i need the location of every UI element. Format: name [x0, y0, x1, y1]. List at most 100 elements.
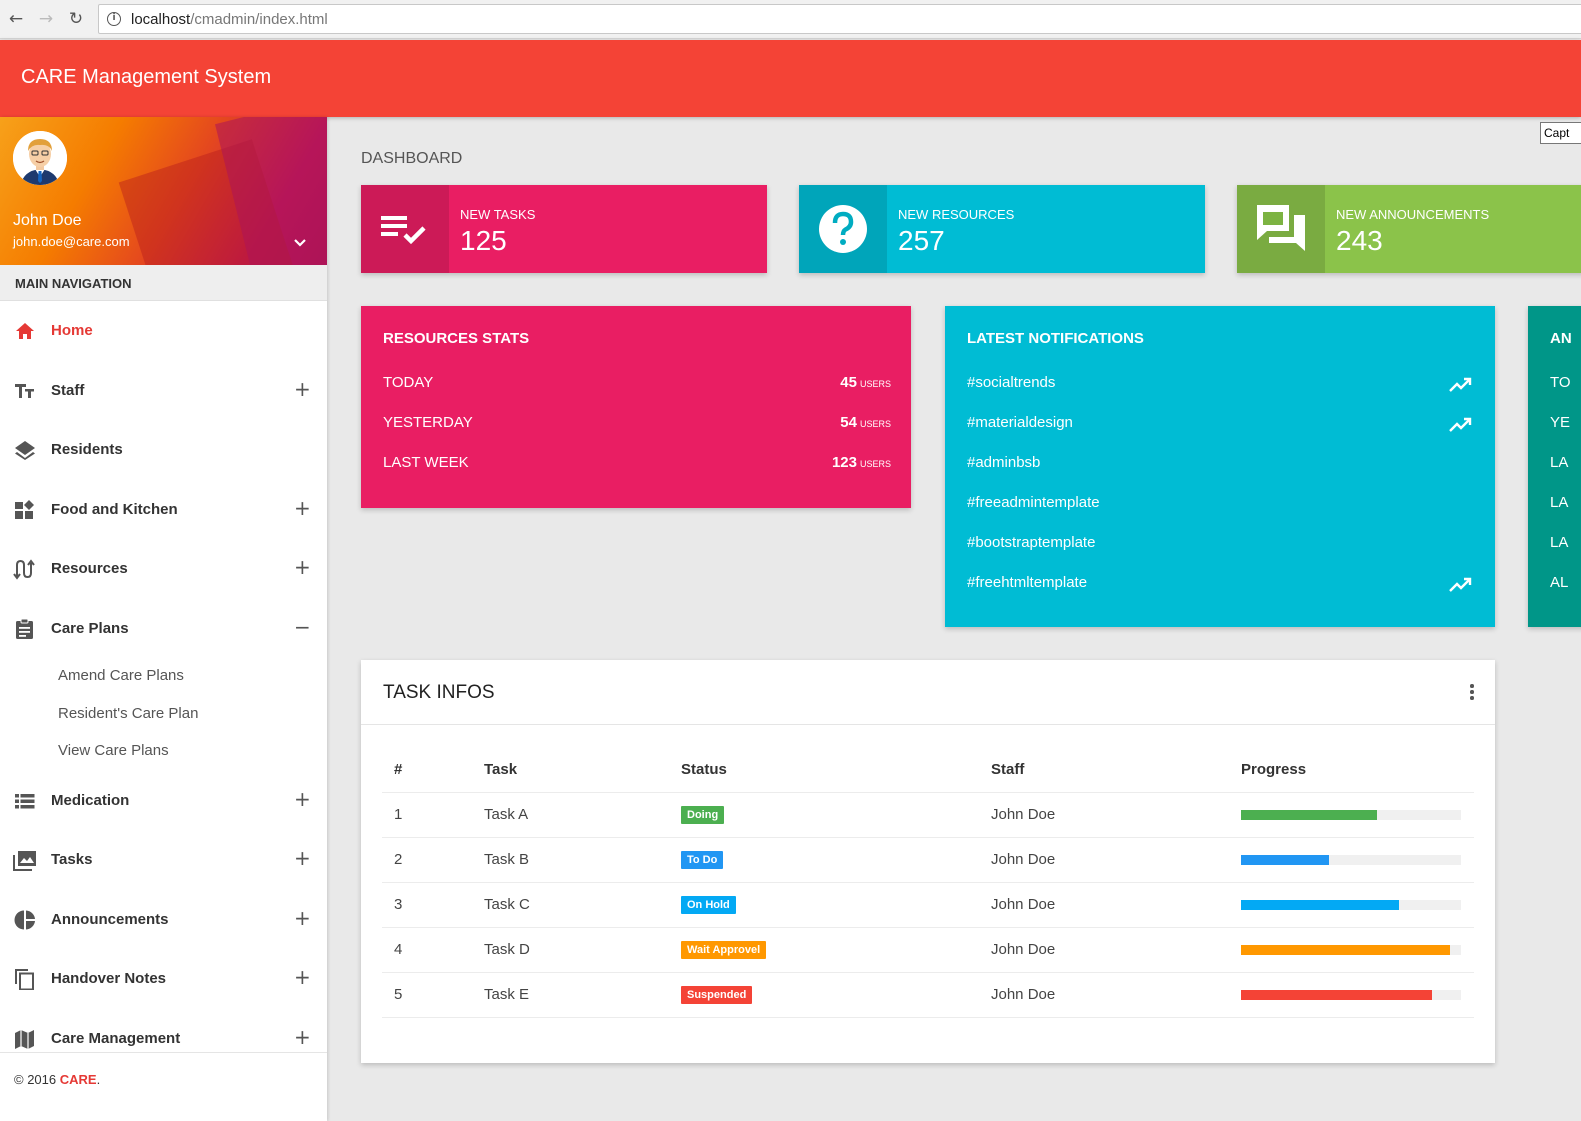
sidebar-item-announcements[interactable]: Announcements + [0, 890, 327, 950]
stat-value: 123 [831, 454, 857, 471]
sidebar-item-tasks[interactable]: Tasks + [0, 830, 327, 890]
stat-unit: USERS [859, 379, 891, 389]
cell-staff: John Doe [991, 927, 1241, 973]
notification-tag: #freehtmltemplate [967, 574, 1088, 591]
cell-task: Task E [484, 972, 681, 1018]
expand-plus-icon[interactable]: + [294, 555, 311, 579]
stat-label: TODAY [383, 374, 434, 391]
stat-row: LA [1550, 534, 1581, 554]
expand-plus-icon[interactable]: + [294, 495, 311, 520]
url-text[interactable]: localhost/cmadmin/index.html [131, 11, 328, 28]
back-arrow-icon[interactable]: ← [8, 9, 24, 29]
sidebar-item-label: Food and Kitchen [51, 500, 178, 518]
stat-row: YE [1550, 414, 1581, 434]
table-row[interactable]: 1 Task A Doing John Doe [382, 792, 1474, 838]
home-icon [16, 323, 34, 339]
more-vert-icon[interactable] [1469, 684, 1475, 702]
sidebar: John Doe john.doe@care.com MAIN NAVIGATI… [0, 117, 327, 1121]
info-icon[interactable]: i [107, 12, 121, 26]
expand-plus-icon[interactable]: + [294, 905, 311, 930]
sidebar-item-label: Home [51, 322, 93, 339]
notification-tag: #bootstraptemplate [967, 534, 1096, 551]
expand-plus-icon[interactable]: + [294, 1024, 311, 1049]
expand-plus-icon[interactable]: + [294, 786, 311, 811]
stat-row: AL [1550, 574, 1581, 594]
sidebar-subitem-label: Resident's Care Plan [58, 704, 199, 722]
cell-staff: John Doe [991, 837, 1241, 883]
view-list-icon [15, 793, 35, 808]
progress-bar [1241, 944, 1461, 955]
collapse-minus-icon[interactable]: − [294, 614, 311, 639]
sidebar-subitem-view-care-plans[interactable]: View Care Plans [0, 733, 327, 771]
notification-item[interactable]: #socialtrends [967, 374, 1475, 394]
notification-item[interactable]: #adminbsb [967, 454, 1475, 474]
stat-unit: USERS [859, 419, 891, 429]
notification-item[interactable]: #freehtmltemplate [967, 574, 1475, 594]
info-box-new-resources[interactable]: NEW RESOURCES 257 [799, 185, 1205, 273]
column-header: Task [484, 748, 681, 793]
status-badge: To Do [681, 851, 724, 869]
partial-card: AN TO YE LA LA LA AL [1528, 306, 1581, 627]
progress-fill [1241, 989, 1433, 1000]
notification-item[interactable]: #freeadmintemplate [967, 494, 1475, 514]
cell-num: 4 [382, 927, 484, 973]
cell-num: 5 [382, 972, 484, 1018]
reload-icon[interactable]: ↻ [68, 9, 84, 29]
brand-title[interactable]: CARE Management System [21, 66, 272, 88]
stat-row: LAST WEEK 123 USERS [383, 454, 891, 474]
stat-label: LAST WEEK [383, 454, 469, 471]
cell-task: Task D [484, 927, 681, 973]
sidebar-item-medication[interactable]: Medication + [0, 771, 327, 831]
chevron-down-icon[interactable] [292, 235, 308, 251]
cell-status: Suspended [681, 972, 991, 1018]
footer-brand-link[interactable]: CARE [59, 1072, 97, 1087]
text-fields-icon [15, 383, 34, 398]
sidebar-item-residents[interactable]: Residents [0, 420, 327, 480]
table-row[interactable]: 4 Task D Wait Approvel John Doe [382, 927, 1474, 973]
sidebar-item-handover-notes[interactable]: Handover Notes + [0, 949, 327, 1009]
status-badge: On Hold [681, 896, 736, 914]
progress-fill [1241, 944, 1450, 955]
expand-plus-icon[interactable]: + [294, 965, 311, 989]
table-row[interactable]: 5 Task E Suspended John Doe [382, 972, 1474, 1018]
notification-tag: #materialdesign [967, 414, 1073, 431]
stat-unit: USERS [859, 459, 891, 469]
url-path: /cmadmin/index.html [190, 11, 328, 28]
help-icon [799, 185, 887, 273]
trending-up-icon [1449, 417, 1472, 432]
address-bar[interactable]: i localhost/cmadmin/index.html [98, 4, 1581, 34]
assignment-icon [16, 618, 33, 639]
sidebar-item-staff[interactable]: Staff + [0, 361, 327, 421]
sidebar-item-resources[interactable]: Resources + [0, 539, 327, 599]
info-box-new-tasks[interactable]: NEW TASKS 125 [361, 185, 767, 273]
sidebar-subitem-residents-care-plan[interactable]: Resident's Care Plan [0, 696, 327, 734]
notification-item[interactable]: #bootstraptemplate [967, 534, 1475, 554]
table-row[interactable]: 3 Task C On Hold John Doe [382, 882, 1474, 928]
info-box-new-announcements[interactable]: NEW ANNOUNCEMENTS 243 [1237, 185, 1581, 273]
sidebar-item-label: Tasks [51, 851, 93, 868]
expand-plus-icon[interactable]: + [294, 376, 311, 401]
url-host: localhost [131, 11, 191, 28]
stat-label: YE [1550, 414, 1571, 431]
sidebar-item-care-management[interactable]: Care Management + [0, 1009, 327, 1069]
user-name: John Doe [13, 212, 82, 229]
progress-fill [1241, 809, 1378, 820]
stat-value-wrap: 123 USERS [832, 454, 891, 471]
expand-plus-icon[interactable]: + [294, 846, 311, 870]
stat-label: LA [1550, 534, 1569, 551]
sidebar-item-home[interactable]: Home [0, 301, 327, 361]
sidebar-item-care-plans[interactable]: Care Plans − [0, 599, 327, 659]
avatar[interactable] [13, 131, 67, 185]
stat-row: TO [1550, 374, 1581, 394]
stat-row: LA [1550, 494, 1581, 514]
pie-chart-icon [14, 910, 35, 929]
sidebar-item-food-and-kitchen[interactable]: Food and Kitchen + [0, 480, 327, 540]
notification-item[interactable]: #materialdesign [967, 414, 1475, 434]
info-box-label: NEW ANNOUNCEMENTS [1336, 207, 1490, 222]
cell-num: 2 [382, 837, 484, 883]
forward-arrow-icon[interactable]: → [38, 9, 54, 29]
sidebar-subitem-amend-care-plans[interactable]: Amend Care Plans [0, 658, 327, 696]
table-row[interactable]: 2 Task B To Do John Doe [382, 837, 1474, 883]
copyright-suffix: . [96, 1072, 101, 1087]
column-header: Staff [991, 748, 1241, 793]
